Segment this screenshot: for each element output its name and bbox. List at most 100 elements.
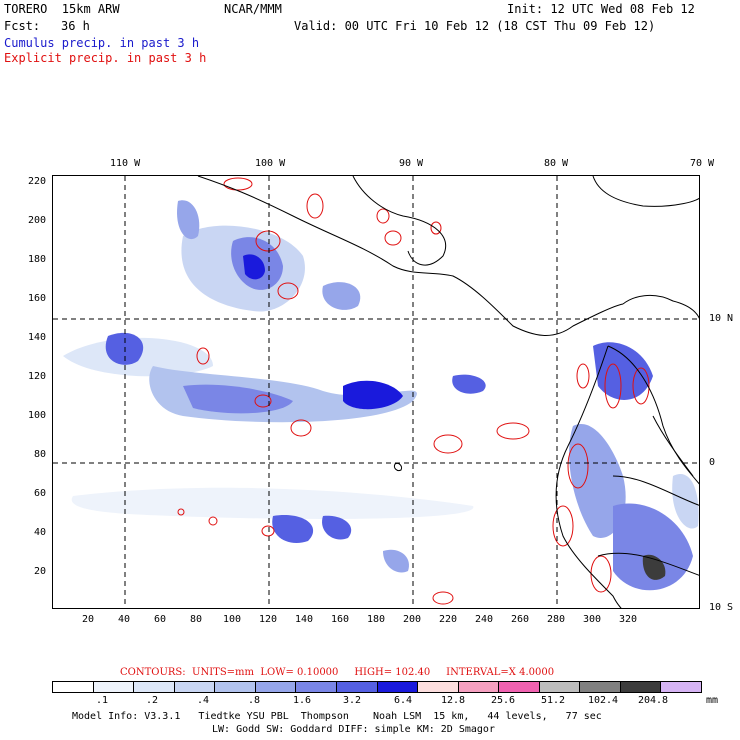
coastline-path: [607, 345, 699, 485]
precip-contour: [567, 443, 589, 489]
colorbar-units: mm: [705, 695, 719, 706]
y-tick-label: 60: [34, 488, 47, 499]
explicit-precip-contours: [177, 177, 650, 605]
precip-contour: [496, 422, 530, 440]
colorbar-label: 3.2: [342, 695, 362, 706]
model-name: TORERO 15km ARW: [4, 2, 120, 16]
init-time: Init: 12 UTC Wed 08 Feb 12: [507, 2, 695, 16]
latlon-grid: [53, 176, 699, 608]
precip-contour: [576, 363, 590, 389]
coastline-path: [555, 345, 622, 608]
precip-map: [52, 175, 700, 609]
coastline-path: [597, 552, 699, 576]
colorbar-label: 204.8: [637, 695, 669, 706]
colorbar-label: 51.2: [540, 695, 566, 706]
contours-interval: INTERVAL=X 4.0000: [446, 667, 555, 678]
x-tick-label: 320: [619, 614, 638, 625]
x-tick-label: 280: [547, 614, 566, 625]
coastline-path: [197, 176, 624, 336]
model-info-line1: Model Info: V3.3.1 Tiedtke YSU PBL Thomp…: [72, 711, 602, 722]
x-tick-label: 60: [154, 614, 167, 625]
colorbar-cell: [418, 682, 459, 692]
colorbar-cell: [174, 682, 216, 692]
lon-label: 70 W: [690, 158, 715, 169]
precip-area: [177, 200, 200, 240]
x-tick-label: 100: [223, 614, 242, 625]
lat-label: 0: [709, 457, 716, 468]
precip-contour: [254, 394, 272, 408]
precip-contour: [433, 434, 463, 454]
y-tick-label: 120: [28, 371, 47, 382]
contours-low: LOW= 0.10000: [260, 667, 339, 678]
precip-contour: [432, 591, 454, 605]
precip-area: [383, 549, 409, 573]
model-info-line2: LW: Godd SW: Goddard DIFF: simple KM: 2D…: [212, 724, 495, 735]
y-tick-label: 160: [28, 293, 47, 304]
precip-area: [672, 474, 699, 529]
coastline-path: [352, 176, 446, 266]
precip-area: [322, 515, 352, 540]
colorbar-cell: [215, 682, 256, 692]
lon-label: 110 W: [110, 158, 141, 169]
precip-area: [593, 342, 653, 400]
contours-units: UNITS=mm: [192, 667, 255, 678]
precip-area: [105, 332, 144, 365]
colorbar-cell: [377, 682, 419, 692]
x-tick-label: 260: [511, 614, 530, 625]
coastline-path: [612, 475, 699, 506]
precip-contour: [255, 230, 281, 252]
y-tick-label: 180: [28, 254, 47, 265]
colorbar-cell: [661, 682, 701, 692]
coastline-path: [394, 463, 402, 471]
precip-contour: [632, 367, 650, 405]
organization: NCAR/MMM: [224, 2, 282, 16]
precip-area: [71, 487, 474, 519]
precip-area: [183, 384, 293, 414]
x-tick-label: 160: [331, 614, 350, 625]
y-tick-label: 20: [34, 566, 47, 577]
precip-contour: [208, 516, 218, 526]
precip-area: [452, 374, 486, 394]
coastline-path: [652, 415, 694, 477]
colorbar-cell: [539, 682, 581, 692]
contours-high: HIGH= 102.40: [354, 667, 431, 678]
y-tick-label: 80: [34, 449, 47, 460]
y-tick-label: 200: [28, 215, 47, 226]
colorbar-label: .1: [95, 695, 109, 706]
precip-contour: [384, 230, 402, 246]
precip-contour: [177, 508, 185, 516]
colorbar-label: .8: [247, 695, 261, 706]
colorbar-cell: [134, 682, 175, 692]
precip-contour: [552, 505, 574, 547]
x-tick-label: 180: [367, 614, 386, 625]
valid-time: Valid: 00 UTC Fri 10 Feb 12 (18 CST Thu …: [294, 19, 656, 33]
x-tick-label: 140: [295, 614, 314, 625]
x-tick-label: 200: [403, 614, 422, 625]
x-tick-label: 80: [190, 614, 203, 625]
precip-contour: [223, 177, 253, 191]
precip-contour: [376, 208, 390, 224]
precip-area: [343, 380, 403, 410]
precip-area: [322, 282, 361, 310]
precip-contour: [306, 193, 324, 219]
x-tick-label: 300: [583, 614, 602, 625]
lon-label: 80 W: [544, 158, 569, 169]
forecast-label: Fcst:: [4, 19, 41, 33]
colorbar-label: 12.8: [440, 695, 466, 706]
y-tick-label: 40: [34, 527, 47, 538]
precip-contour: [604, 363, 622, 409]
contour-info: CONTOURS: UNITS=mm LOW= 0.10000 HIGH= 10…: [120, 667, 554, 678]
x-tick-label: 40: [118, 614, 131, 625]
map-canvas: [53, 176, 699, 608]
lat-label: 10 N: [709, 313, 734, 324]
precip-contour: [290, 419, 312, 437]
coastline: [197, 176, 699, 608]
coastline-path: [592, 176, 699, 207]
colorbar-label: .2: [145, 695, 159, 706]
y-tick-label: 100: [28, 410, 47, 421]
x-tick-label: 220: [439, 614, 458, 625]
lon-label: 100 W: [255, 158, 286, 169]
colorbar-cell: [255, 682, 297, 692]
cumulus-precip-shading: [63, 200, 699, 591]
colorbar-label: 102.4: [587, 695, 619, 706]
